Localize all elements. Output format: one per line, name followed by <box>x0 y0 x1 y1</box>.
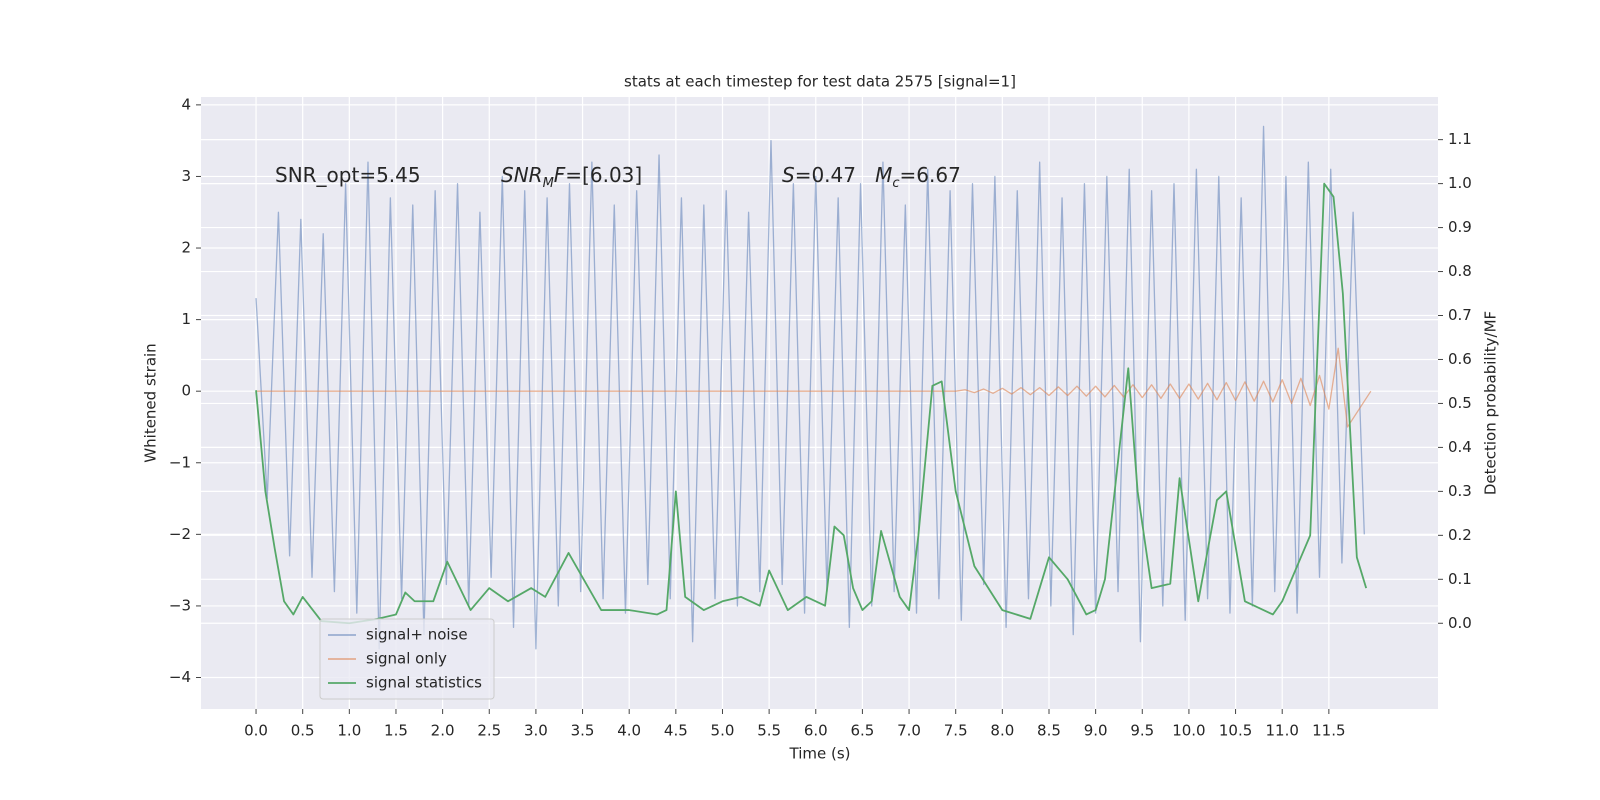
y2-tick-label: 0.8 <box>1448 262 1472 280</box>
annotation-part: =0.47 <box>795 163 875 187</box>
y-tick-label: −3 <box>169 596 191 614</box>
y2-tick-label: 0.1 <box>1448 570 1472 588</box>
y2-tick-label: 0.0 <box>1448 614 1472 632</box>
legend: signal+ noise signal only signal statistic… <box>319 618 495 700</box>
x-tick-label: 5.5 <box>757 722 781 740</box>
x-tick-label: 1.5 <box>384 722 408 740</box>
chart-title: stats at each timestep for test data 257… <box>624 73 1016 91</box>
x-tick-label: 10.5 <box>1219 722 1252 740</box>
x-tick-label: 9.5 <box>1130 722 1154 740</box>
x-tick-label: 4.0 <box>617 722 641 740</box>
series-line <box>256 347 1372 428</box>
y-tick-label: 2 <box>181 239 191 257</box>
x-tick-label: 3.0 <box>524 722 548 740</box>
x-axis-label: Time (s) <box>789 745 851 763</box>
x-tick-label: 7.5 <box>944 722 968 740</box>
y-tick-label: 1 <box>181 310 191 328</box>
x-tick-label: 5.0 <box>711 722 735 740</box>
x-tick-label: 3.5 <box>571 722 595 740</box>
y2-tick-label: 1.0 <box>1448 174 1472 192</box>
series-line <box>255 182 1368 625</box>
x-tick-label: 8.0 <box>990 722 1014 740</box>
series-layer <box>255 125 1372 650</box>
x-tick-label: 6.0 <box>804 722 828 740</box>
y-tick-label: 4 <box>181 95 191 113</box>
x-tick-label: 11.0 <box>1266 722 1299 740</box>
x-tick-label: 10.0 <box>1172 722 1205 740</box>
x-tick-label: 2.5 <box>477 722 501 740</box>
y2-axis-label: Detection probability/MF <box>1482 311 1500 495</box>
legend-label: signal+ noise <box>366 626 468 644</box>
y-axis-label: Whitened strain <box>142 343 160 462</box>
legend-box <box>319 618 495 700</box>
y2-tick-label: 0.5 <box>1448 394 1472 412</box>
annotation: S=0.47 Mc=6.67 <box>782 163 961 192</box>
legend-label: signal only <box>366 650 447 668</box>
annotation: SNR_opt=5.45 <box>275 163 421 187</box>
x-tick-label: 0.5 <box>291 722 315 740</box>
legend-label: signal statistics <box>366 674 482 692</box>
y-tick-label: −1 <box>169 453 191 471</box>
annotation-part: =6.67 <box>900 163 961 187</box>
x-tick-label: 2.0 <box>431 722 455 740</box>
x-tick-label: 6.5 <box>850 722 874 740</box>
annotation: SNRMF=[6.03] <box>501 163 642 192</box>
x-tick-label: 9.0 <box>1084 722 1108 740</box>
y-tick-label: 0 <box>181 382 191 400</box>
x-tick-label: 0.0 <box>244 722 268 740</box>
annotation-part: F <box>554 163 566 187</box>
series-line <box>255 125 1365 650</box>
x-tick-label: 1.0 <box>337 722 361 740</box>
x-tick-label: 8.5 <box>1037 722 1061 740</box>
annotation-part: c <box>892 176 899 191</box>
annotation-part: SNR <box>501 163 543 187</box>
y2-tick-label: 1.1 <box>1448 130 1472 148</box>
y2-tick-label: 0.7 <box>1448 306 1472 324</box>
y-tick-label: −2 <box>169 525 191 543</box>
annotation-part: M <box>875 163 892 187</box>
x-tick-label: 11.5 <box>1312 722 1345 740</box>
y2-tick-label: 0.6 <box>1448 350 1472 368</box>
y2-tick-label: 0.3 <box>1448 482 1472 500</box>
annotation-part: =[6.03] <box>565 163 642 187</box>
y2-tick-label: 0.9 <box>1448 218 1472 236</box>
x-tick-label: 7.0 <box>897 722 921 740</box>
y2-tick-label: 0.2 <box>1448 526 1472 544</box>
annotation-part: S <box>782 163 795 187</box>
y-tick-label: 3 <box>181 167 191 185</box>
x-tick-label: 4.5 <box>664 722 688 740</box>
annotation-part: M <box>543 176 554 191</box>
annotation-part: SNR_opt=5.45 <box>275 163 421 187</box>
y2-tick-label: 0.4 <box>1448 438 1472 456</box>
y-tick-label: −4 <box>169 668 191 686</box>
